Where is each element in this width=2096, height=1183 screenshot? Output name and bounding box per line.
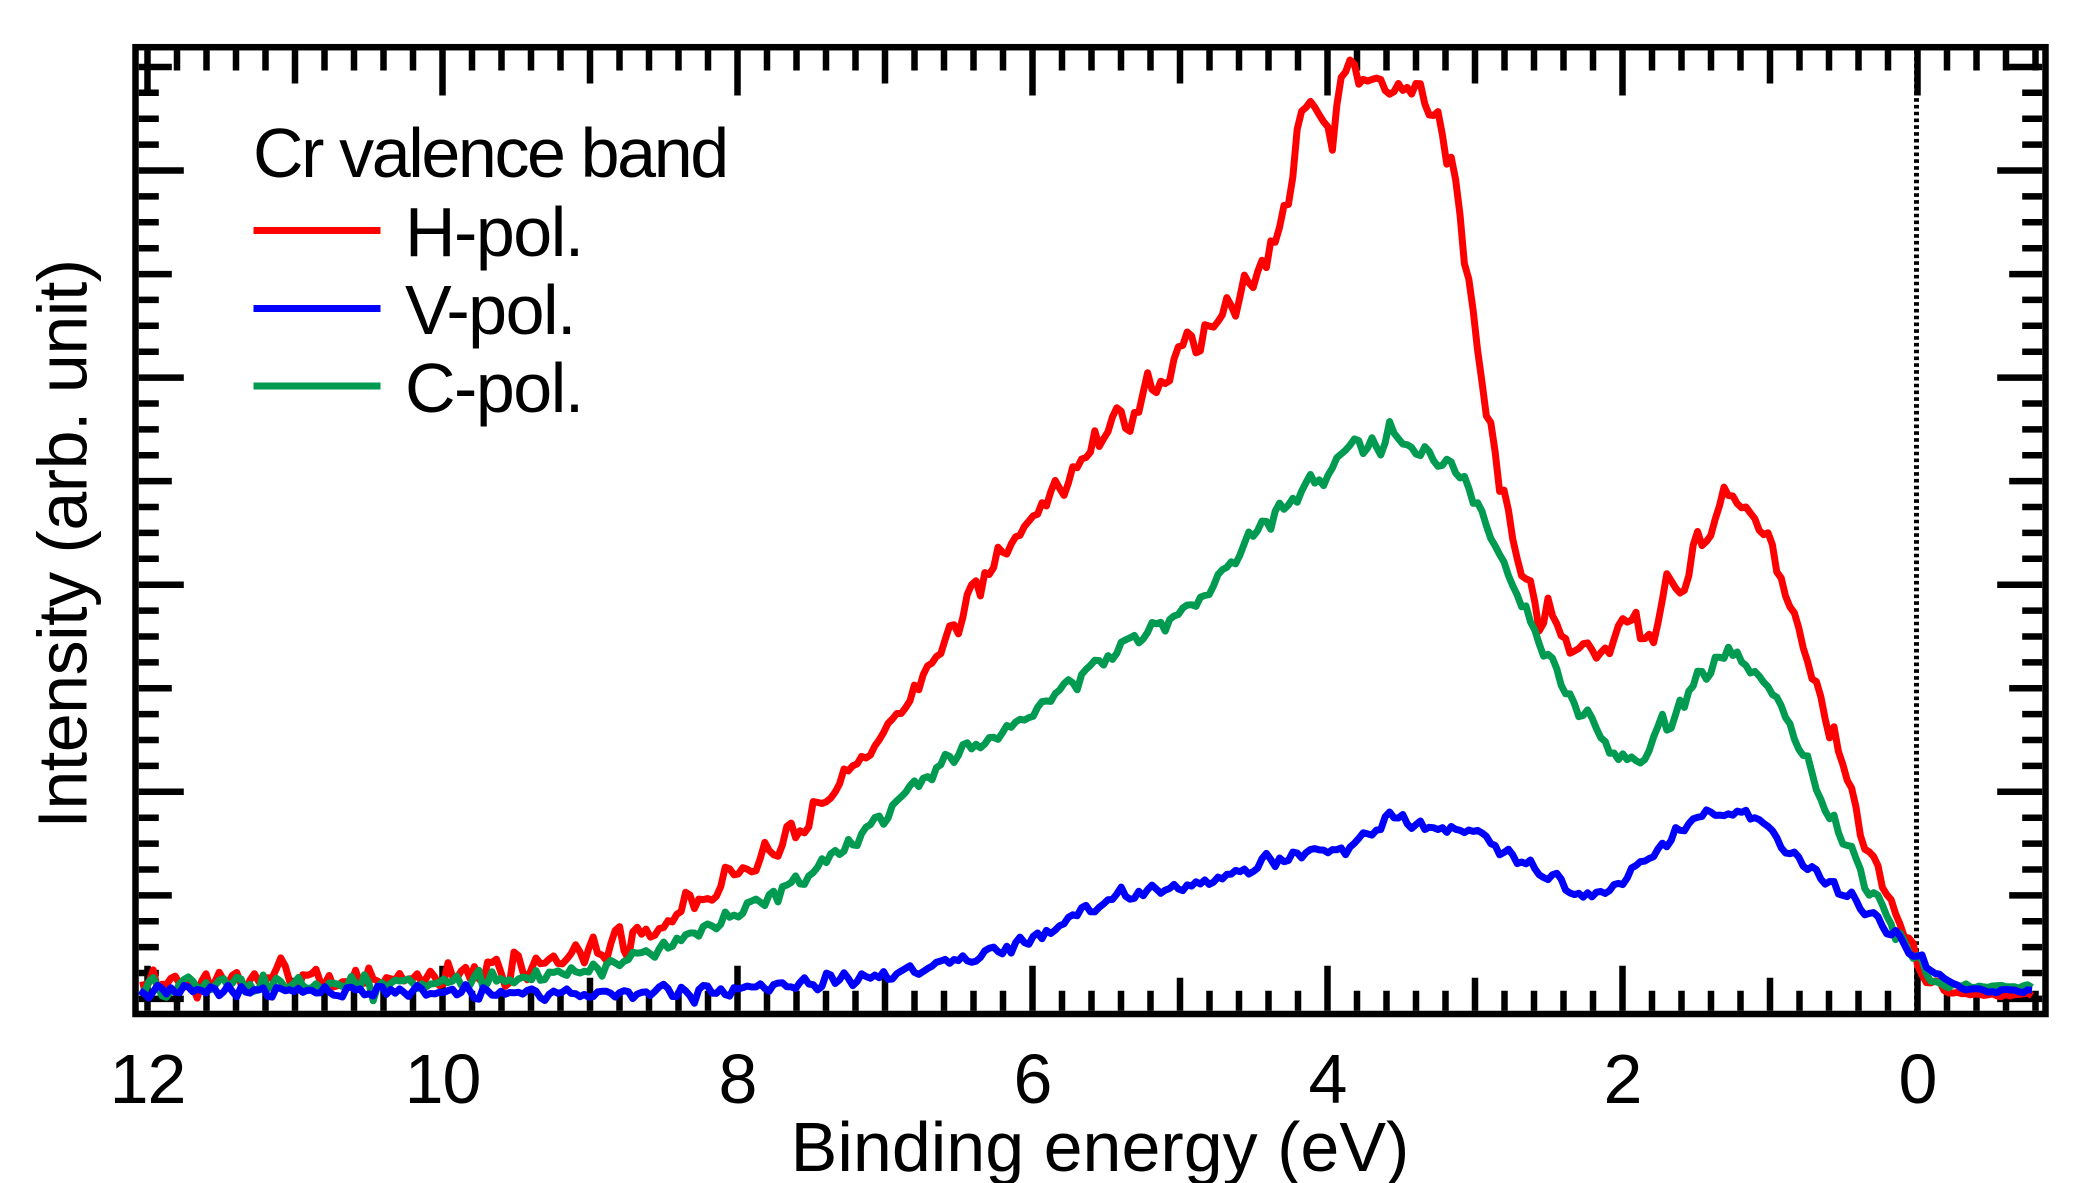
svg-text:6: 6 xyxy=(1014,1040,1052,1118)
svg-text:Cr valence band: Cr valence band xyxy=(253,114,727,192)
svg-text:V-pol.: V-pol. xyxy=(405,271,575,349)
svg-text:C-pol.: C-pol. xyxy=(405,349,583,427)
svg-text:0: 0 xyxy=(1899,1040,1937,1118)
svg-text:2: 2 xyxy=(1604,1040,1642,1118)
svg-text:10: 10 xyxy=(405,1040,481,1118)
svg-text:8: 8 xyxy=(719,1040,757,1118)
svg-text:12: 12 xyxy=(110,1040,186,1118)
svg-text:Binding energy (eV): Binding energy (eV) xyxy=(791,1108,1410,1183)
svg-text:H-pol.: H-pol. xyxy=(405,193,583,271)
svg-text:4: 4 xyxy=(1309,1040,1347,1118)
svg-text:Intensity (arb. unit): Intensity (arb. unit) xyxy=(24,259,102,828)
